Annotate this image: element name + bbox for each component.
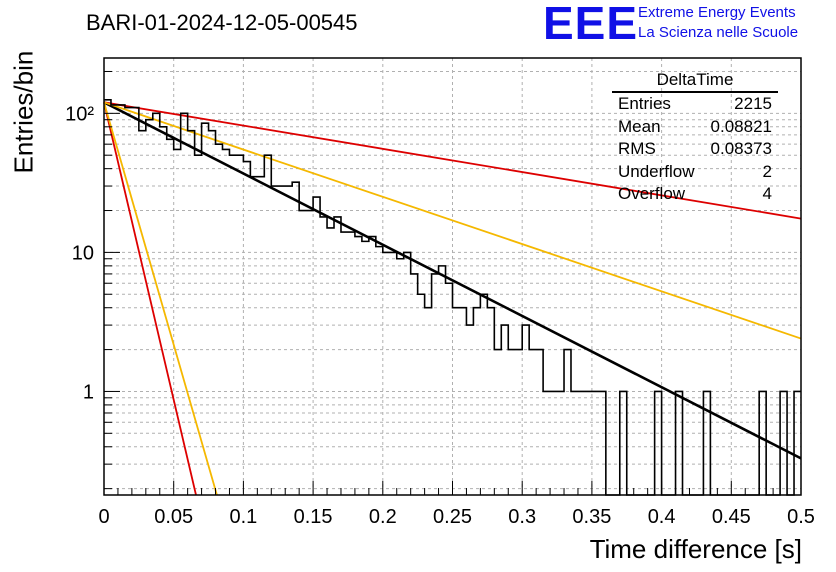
stats-label: Entries bbox=[618, 94, 671, 113]
x-tick-label: 0.1 bbox=[229, 506, 257, 528]
grid-lines bbox=[104, 58, 801, 495]
stats-label: Underflow bbox=[618, 161, 695, 181]
stats-value: 4 bbox=[762, 184, 772, 203]
x-axis-label: Time difference [s] bbox=[589, 534, 802, 564]
stats-row-mean: Mean 0.08821 bbox=[612, 116, 778, 139]
x-tick-label: 0.25 bbox=[433, 506, 472, 528]
x-tick-label: 0.15 bbox=[294, 506, 333, 528]
y-axis-label: Entries/bin bbox=[8, 50, 39, 174]
stats-value: 2215 bbox=[734, 94, 772, 113]
y-tick-label: 10² bbox=[65, 103, 94, 125]
x-tick-label: 0.3 bbox=[508, 506, 536, 528]
fit-line bbox=[103, 102, 218, 496]
chart-title: BARI-01-2024-12-05-00545 bbox=[86, 10, 358, 35]
fit-curves bbox=[103, 101, 802, 496]
axis-ticks bbox=[103, 70, 802, 495]
stats-value: 2 bbox=[762, 161, 772, 181]
tick-labels: 0 0.05 0.1 0.15 0.2 0.25 0.3 0.35 0.4 0.45 0.5 1 10 1… bbox=[65, 103, 815, 528]
x-tick-label: 0.2 bbox=[369, 506, 397, 528]
logo-line-2: La Scienza nelle Scuole bbox=[638, 24, 799, 41]
y-tick-label: 10 bbox=[72, 242, 94, 264]
fit-line bbox=[103, 101, 802, 340]
x-tick-label: 0.35 bbox=[572, 506, 611, 528]
x-tick-label: 0.4 bbox=[648, 506, 676, 528]
stats-value: 0.08821 bbox=[710, 116, 772, 136]
eee-logo: EEE bbox=[543, 0, 639, 49]
stats-title: DeltaTime bbox=[612, 70, 778, 93]
stats-row-entries: Entries 2215 bbox=[612, 93, 778, 116]
stats-label: Overflow bbox=[618, 184, 686, 203]
fit-line bbox=[103, 102, 197, 496]
x-tick-label: 0.45 bbox=[712, 506, 751, 528]
stats-value: 0.08373 bbox=[710, 139, 772, 158]
stats-label: Mean bbox=[618, 116, 661, 136]
stats-row-overflow: Overflow 4 bbox=[612, 183, 778, 206]
fit-line bbox=[103, 101, 802, 220]
stats-row-rms: RMS 0.08373 bbox=[612, 138, 778, 161]
fit-line bbox=[103, 101, 802, 460]
stats-label: RMS bbox=[618, 139, 656, 158]
x-tick-label: 0.05 bbox=[154, 506, 193, 528]
stats-box: DeltaTime Entries 2215 Mean 0.08821 RMS … bbox=[612, 70, 778, 206]
x-tick-label: 0.5 bbox=[787, 506, 815, 528]
stats-row-underflow: Underflow 2 bbox=[612, 161, 778, 184]
logo-line-1: Extreme Energy Events bbox=[638, 4, 796, 21]
x-tick-label: 0 bbox=[98, 506, 109, 528]
y-tick-label: 1 bbox=[83, 381, 94, 403]
